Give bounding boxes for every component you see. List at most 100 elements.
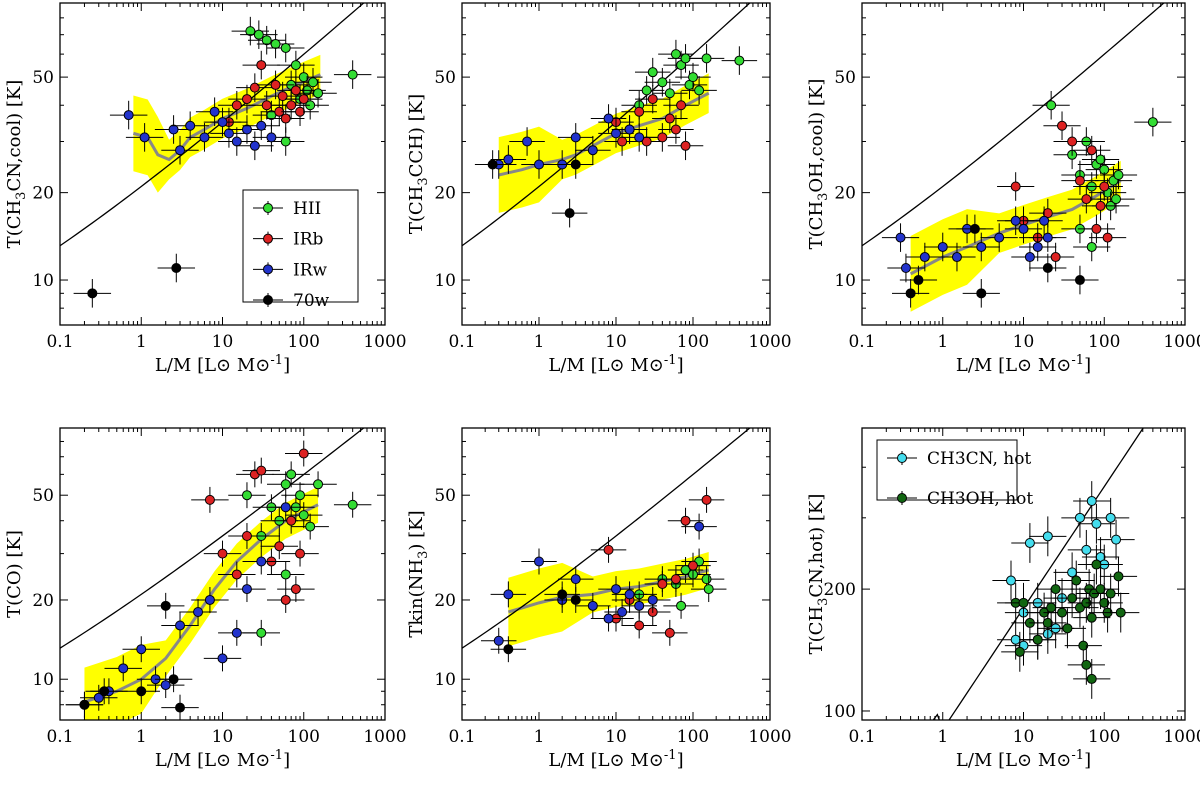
data-point <box>80 684 118 711</box>
marker <box>217 548 228 559</box>
data-point <box>242 111 280 141</box>
data-point <box>997 172 1035 201</box>
marker <box>1010 634 1021 645</box>
data-point <box>1011 242 1049 272</box>
x-tick-label: 100 <box>1088 332 1120 352</box>
marker <box>295 490 306 501</box>
data-point <box>73 279 112 308</box>
data-point <box>161 612 199 639</box>
marker <box>1115 607 1126 618</box>
marker <box>534 159 544 170</box>
marker <box>570 574 581 585</box>
panel-hot: 0.1 1 10 100 1000 100 200 L/M [L⊙ M⊙-1] T(CH3CN,… <box>806 427 1200 771</box>
marker <box>139 132 150 143</box>
marker <box>280 569 291 580</box>
marker <box>277 91 288 102</box>
panel-CH3CCH: 0.1 1 10 100 1000 10 20 50 L/M [L⊙ M⊙-1] T(CH3CCH… <box>406 2 792 376</box>
marker <box>1105 512 1116 523</box>
reference-curve <box>862 3 1165 247</box>
y-tick-label: 20 <box>434 184 456 204</box>
data-point <box>203 107 242 137</box>
data-point <box>267 587 305 613</box>
marker <box>647 94 658 105</box>
data-point <box>1043 111 1081 141</box>
data-point <box>544 581 580 608</box>
data-point <box>85 678 123 705</box>
data-point <box>218 561 256 588</box>
marker <box>308 77 319 88</box>
legend-entry: IRw <box>253 260 328 280</box>
data-point <box>154 666 193 693</box>
data-point <box>892 279 930 308</box>
plot-area <box>60 3 372 308</box>
marker <box>919 252 930 263</box>
legend-label: 70w <box>293 291 330 311</box>
marker <box>503 154 514 165</box>
marker <box>1086 612 1097 623</box>
x-tick-label: 0.1 <box>46 332 73 352</box>
data-point <box>490 581 527 608</box>
confidence-band <box>84 486 319 720</box>
marker <box>266 132 277 143</box>
x-tick-label: 10 <box>1013 727 1035 747</box>
data-point <box>490 636 527 663</box>
panel-CH3OH-cool: 0.1 1 10 100 1000 10 20 50 L/M [L⊙ M⊙-1] T(CH3OH,… <box>806 2 1200 376</box>
data-point <box>1092 573 1130 614</box>
y-tick-label: 200 <box>824 580 856 600</box>
data-point <box>146 672 185 699</box>
data-point <box>267 561 305 588</box>
marker <box>261 35 272 46</box>
data-point <box>667 507 704 534</box>
x-tick-label: 1000 <box>748 332 791 352</box>
marker <box>231 100 242 111</box>
marker <box>1018 597 1029 608</box>
x-tick-label: 10 <box>605 727 627 747</box>
marker <box>298 448 309 459</box>
marker <box>160 680 171 691</box>
marker <box>1014 646 1025 657</box>
data-point <box>65 691 104 718</box>
data-point <box>1061 265 1099 295</box>
marker <box>617 136 628 147</box>
data-point <box>598 576 634 603</box>
data-point <box>203 645 242 672</box>
marker <box>256 627 267 638</box>
data-point <box>333 60 372 89</box>
marker <box>664 113 675 124</box>
marker <box>1042 617 1053 628</box>
marker <box>587 600 598 611</box>
x-tick-label: 1 <box>937 727 948 747</box>
marker <box>256 556 267 567</box>
data-point <box>644 67 681 97</box>
x-tick-label: 1 <box>136 332 147 352</box>
data-point <box>652 619 688 646</box>
data-point <box>621 123 657 152</box>
data-point <box>122 636 160 663</box>
data-point <box>1077 544 1116 585</box>
x-axis-label: L/M [L⊙ M⊙-1] <box>548 748 683 771</box>
marker <box>1018 223 1029 234</box>
data-point <box>628 76 665 105</box>
reference-curve <box>462 428 751 649</box>
marker <box>1046 602 1057 613</box>
marker <box>570 594 581 605</box>
legend: HII IRb IRw 70w <box>242 189 359 311</box>
marker <box>168 674 179 685</box>
marker <box>290 85 301 96</box>
data-point <box>675 552 711 579</box>
data-point <box>1073 658 1111 699</box>
marker <box>313 88 324 99</box>
data-point <box>294 67 332 97</box>
marker <box>1039 215 1050 226</box>
data-point <box>228 482 266 509</box>
marker <box>280 42 291 53</box>
marker <box>670 574 681 585</box>
x-axis-label: L/M [L⊙ M⊙-1] <box>155 748 290 771</box>
legend-marker <box>263 264 273 275</box>
data-point <box>272 507 310 534</box>
marker <box>1005 575 1016 586</box>
reference-curve <box>60 428 365 649</box>
confidence-band <box>498 73 709 213</box>
x-tick-label: 0.1 <box>448 727 475 747</box>
x-tick-label: 1000 <box>1163 332 1200 352</box>
